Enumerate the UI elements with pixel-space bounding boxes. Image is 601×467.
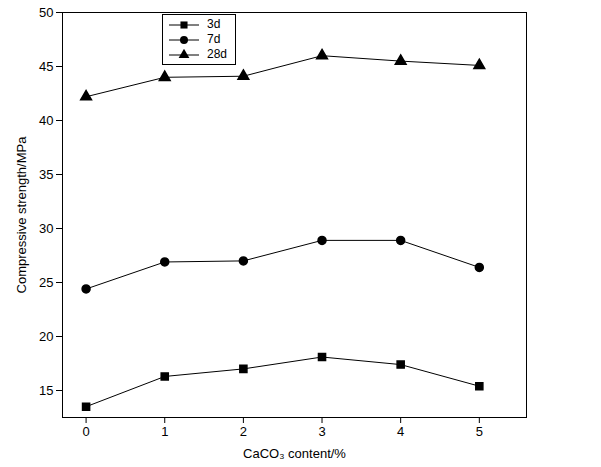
- svg-text:30: 30: [39, 221, 53, 236]
- svg-text:40: 40: [39, 113, 53, 128]
- svg-text:5: 5: [476, 424, 483, 439]
- svg-text:0: 0: [82, 424, 89, 439]
- svg-text:2: 2: [240, 424, 247, 439]
- svg-text:20: 20: [39, 329, 53, 344]
- svg-text:35: 35: [39, 167, 53, 182]
- svg-text:4: 4: [397, 424, 404, 439]
- svg-text:Compressive strength/MPa: Compressive strength/MPa: [14, 136, 29, 294]
- svg-text:CaCO₃ content/%: CaCO₃ content/%: [243, 446, 346, 461]
- html-text:28d: 28d: [207, 47, 227, 61]
- svg-text:15: 15: [39, 383, 53, 398]
- html-text:3d: 3d: [207, 17, 221, 31]
- html-text:7d: 7d: [207, 32, 221, 46]
- svg-text:25: 25: [39, 275, 53, 290]
- svg-text:45: 45: [39, 59, 53, 74]
- svg-text:1: 1: [161, 424, 168, 439]
- svg-text:3: 3: [318, 424, 325, 439]
- svg-text:50: 50: [39, 5, 53, 20]
